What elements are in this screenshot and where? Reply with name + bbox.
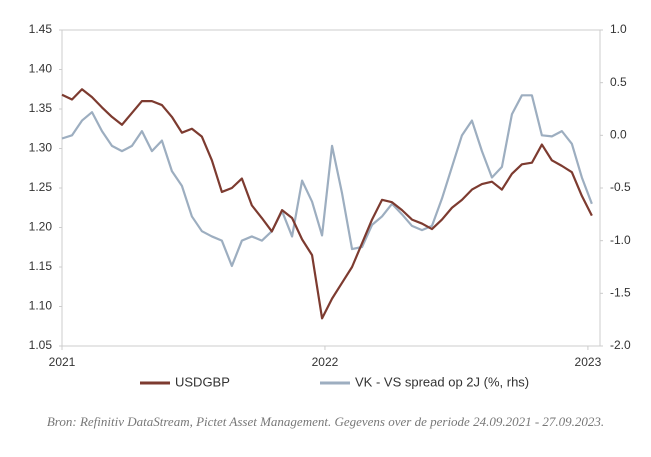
y2-tick-label: -1.5 <box>610 286 631 300</box>
x-tick-label: 2021 <box>49 355 76 369</box>
y2-tick-label: -0.5 <box>610 180 631 194</box>
y-tick-label: 1.15 <box>29 259 53 273</box>
x-tick-label: 2022 <box>312 355 339 369</box>
y-tick-label: 1.05 <box>29 338 53 352</box>
x-tick-label: 2023 <box>575 355 602 369</box>
series-line <box>61 88 593 320</box>
y2-tick-label: 0.5 <box>610 75 627 89</box>
y-tick-label: 1.40 <box>29 62 53 76</box>
legend-label: VK - VS spread op 2J (%, rhs) <box>355 374 529 389</box>
y-tick-label: 1.45 <box>29 22 53 36</box>
y2-tick-label: -1.0 <box>610 233 631 247</box>
y2-tick-label: 1.0 <box>610 22 627 36</box>
chart: 1.05 1.10 1.15 1.20 1.25 1.30 1.35 1.40 1.45 -2.0… <box>29 22 631 389</box>
legend-label: USDGBP <box>175 374 230 389</box>
y-tick-label: 1.35 <box>29 101 53 115</box>
y-tick-label: 1.30 <box>29 141 53 155</box>
y2-tick-label: -2.0 <box>610 338 631 352</box>
series-line <box>61 94 593 268</box>
y-tick-label: 1.25 <box>29 180 53 194</box>
y2-tick-label: 0.0 <box>610 128 627 142</box>
source-note: Bron: Refinitiv DataStream, Pictet Asset… <box>46 414 605 429</box>
y-tick-label: 1.10 <box>29 299 53 313</box>
y-tick-label: 1.20 <box>29 220 53 234</box>
